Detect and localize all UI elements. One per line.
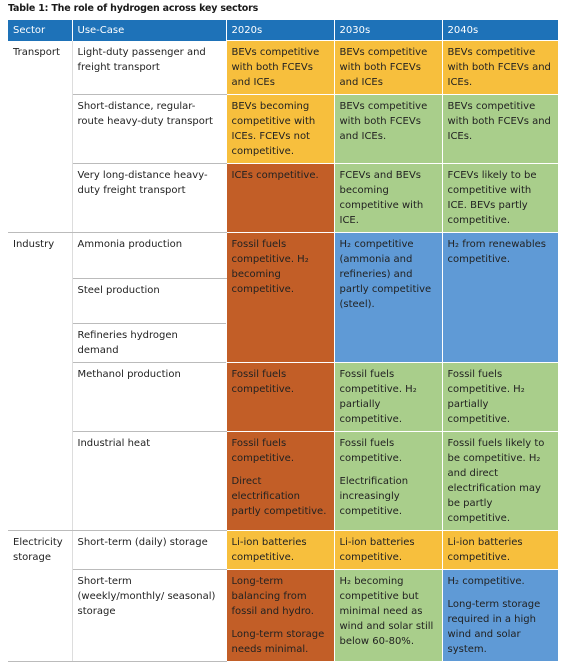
assessment-cell: FCEVs likely to be competitive with ICE.… — [441, 163, 559, 233]
table-row: Steel production — [8, 278, 558, 324]
cell-text: Long-term storage needs minimal. — [231, 629, 325, 655]
table-row: Short-term (weekly/monthly/ seasonal) st… — [8, 569, 559, 662]
cell-text: BEVs competitive with both FCEVs and ICE… — [447, 47, 551, 88]
assessment-cell: Long-term balancing from fossil and hydr… — [225, 569, 335, 662]
page: Table 1: The role of hydrogen across key… — [8, 3, 559, 662]
cell-text: Fossil fuels likely to be competitive. H… — [447, 438, 545, 524]
assessment-cell: H₂ from renewables competitive. — [441, 232, 559, 363]
cell-text: Long-term balancing from fossil and hydr… — [231, 576, 314, 617]
assessment-cell: FCEVs and BEVs becoming competitive with… — [333, 163, 443, 233]
cell-text: Electrification increasingly competitive… — [339, 476, 409, 517]
cell-text: Li-ion batteries competitive. — [231, 537, 307, 563]
sector-cell: Electricity storage — [8, 530, 73, 662]
cell-text: FCEVs likely to be competitive with ICE.… — [447, 170, 537, 226]
header-cell: Sector — [8, 20, 73, 41]
use-case-cell: Industrial heat — [72, 431, 226, 531]
table-row: Refineries hydrogen demand — [8, 323, 558, 363]
cell-text: BEVs competitive with both FCEVs and ICE… — [339, 101, 428, 142]
cell-text: Li-ion batteries competitive. — [339, 537, 415, 563]
assessment-cell: Fossil fuels competitive. Electrification… — [333, 431, 443, 531]
sector-cell: Transport — [8, 40, 73, 233]
cell-text: H₂ from renewables competitive. — [447, 239, 547, 265]
assessment-cell: Li-ion batteries competitive. — [225, 530, 335, 570]
cell-text: ICEs competitive. — [231, 170, 319, 181]
assessment-cell: H₂ becoming competitive but minimal need… — [333, 569, 443, 662]
use-case-cell: Ammonia production — [72, 232, 226, 279]
assessment-cell: Fossil fuels competitive. — [225, 362, 335, 432]
assessment-cell: BEVs competitive with both FCEVs and ICE… — [441, 94, 559, 164]
cell-text: Fossil fuels competitive. H₂ partially c… — [447, 369, 525, 425]
cell-text: Fossil fuels competitive. H₂ partially c… — [339, 369, 417, 425]
cell-text: H₂ competitive. — [447, 576, 525, 587]
assessment-cell: BEVs competitive with both FCEVs and ICE… — [441, 40, 559, 95]
use-case-cell: Methanol production — [72, 362, 226, 432]
cell-text: BEVs competitive with both FCEVs and ICE… — [339, 47, 428, 88]
cell-text: Direct electrification partly competitiv… — [231, 476, 327, 517]
table-row: Industrial heat Fossil fuels competitive.… — [8, 431, 559, 531]
use-case-cell: Short-term (weekly/monthly/ seasonal) st… — [72, 569, 226, 662]
cell-text: BEVs competitive with both FCEVs and ICE… — [231, 47, 320, 88]
assessment-cell: Fossil fuels likely to be competitive. H… — [441, 431, 559, 531]
cell-text: Fossil fuels competitive. — [231, 369, 295, 395]
cell-text: BEVs competitive with both FCEVs and ICE… — [447, 101, 551, 142]
assessment-cell: BEVs competitive with both FCEVs and ICE… — [333, 40, 443, 95]
use-case-cell: Refineries hydrogen demand — [72, 323, 226, 363]
assessment-cell: BEVs competitive with both FCEVs and ICE… — [333, 94, 443, 164]
cell-text: BEVs becoming competitive with ICEs. FCE… — [231, 101, 316, 157]
assessment-cell: Li-ion batteries competitive. — [441, 530, 559, 570]
cell-text: Fossil fuels competitive. H₂ becoming co… — [231, 239, 309, 295]
table: Sector Use-Case 2020s 2030s 2040s Transport L… — [8, 20, 559, 662]
cell-text: Fossil fuels competitive. — [231, 438, 295, 464]
assessment-cell: Li-ion batteries competitive. — [333, 530, 443, 570]
table-row: Transport Light-duty passenger and freigh… — [8, 40, 559, 233]
table-row: Electricity storage Short-term (daily) st… — [8, 530, 559, 662]
assessment-cell: ICEs competitive. — [225, 163, 335, 233]
cell-text: FCEVs and BEVs becoming competitive with… — [339, 170, 424, 226]
header-row: Sector Use-Case 2020s 2030s 2040s — [8, 20, 559, 41]
cell-text: H₂ becoming competitive but minimal need… — [339, 576, 434, 647]
header-cell: 2030s — [334, 20, 443, 41]
cell-text: Fossil fuels competitive. — [339, 438, 403, 464]
header-cell: 2040s — [442, 20, 559, 41]
table-row: Industry Ammonia production Fossil fuels c… — [8, 232, 559, 531]
cell-text: Long-term storage required in a high win… — [447, 599, 541, 655]
table-row: Short-distance, regular-route heavy-duty… — [8, 94, 559, 164]
assessment-cell: H₂ competitive (ammonia and refineries) … — [333, 232, 443, 363]
table-row: Very long-distance heavy-duty freight tr… — [8, 163, 559, 233]
header-cell: 2020s — [226, 20, 335, 41]
cell-text: Li-ion batteries competitive. — [447, 537, 523, 563]
use-case-cell: Short-distance, regular-route heavy-duty… — [72, 94, 226, 164]
assessment-cell: H₂ competitive. Long-term storage require… — [441, 569, 559, 662]
assessment-cell: Fossil fuels competitive. H₂ partially c… — [333, 362, 443, 432]
use-case-cell: Short-term (daily) storage — [72, 530, 226, 570]
use-case-cell: Light-duty passenger and freight transpo… — [72, 40, 226, 95]
assessment-cell: BEVs becoming competitive with ICEs. FCE… — [225, 94, 335, 164]
cell-text: H₂ competitive (ammonia and refineries) … — [339, 239, 432, 310]
use-case-cell: Steel production — [72, 278, 226, 324]
header-cell: Use-Case — [72, 20, 227, 41]
table-row: Methanol production Fossil fuels competit… — [8, 362, 559, 432]
assessment-cell: Fossil fuels competitive. Direct electrif… — [225, 431, 335, 531]
sector-cell: Industry — [8, 232, 73, 531]
table-title: Table 1: The role of hydrogen across key… — [8, 3, 259, 14]
assessment-cell: Fossil fuels competitive. H₂ partially c… — [441, 362, 559, 432]
use-case-cell: Very long-distance heavy-duty freight tr… — [72, 163, 226, 233]
assessment-cell: Fossil fuels competitive. H₂ becoming co… — [225, 232, 335, 363]
assessment-cell: BEVs competitive with both FCEVs and ICE… — [225, 40, 335, 95]
